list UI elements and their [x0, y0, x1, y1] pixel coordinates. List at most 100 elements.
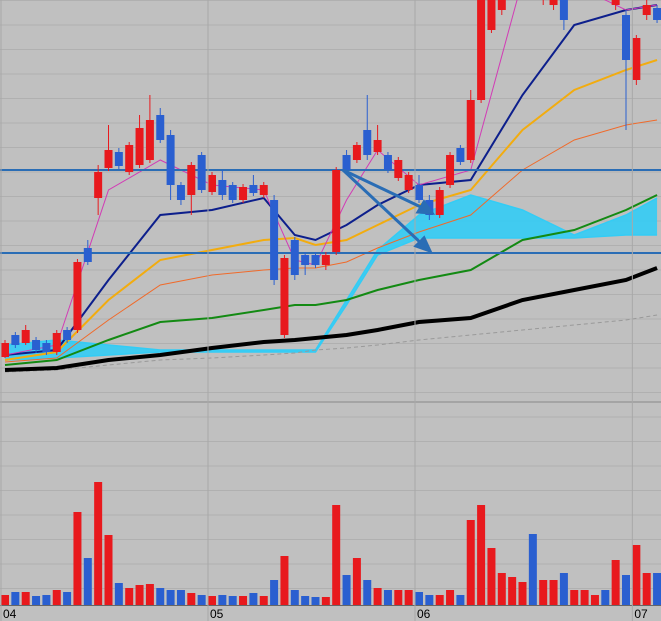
- volume-bar: [352, 558, 361, 605]
- volume-bar: [187, 593, 196, 605]
- moving-average: [4, 314, 658, 373]
- candle-body: [208, 175, 216, 192]
- volume-bar: [549, 580, 558, 605]
- candle-body: [156, 115, 165, 140]
- volume-bar: [145, 584, 154, 605]
- volume-bar: [570, 590, 579, 605]
- candle-body: [342, 155, 351, 170]
- candle-body: [114, 152, 123, 166]
- volume-bar: [508, 577, 517, 605]
- volume-bar: [539, 580, 548, 605]
- volume-bar: [290, 590, 299, 605]
- candle-body: [394, 160, 403, 178]
- cloud-span: [4, 194, 658, 351]
- volume-bar: [580, 590, 589, 605]
- volume-bar: [52, 590, 61, 605]
- candle-body: [42, 343, 51, 352]
- volume-bar: [373, 588, 382, 605]
- candle-body: [559, 0, 568, 20]
- candle-body: [487, 0, 496, 30]
- volume-bar: [114, 583, 123, 605]
- volume-bar: [342, 575, 351, 605]
- annotation-arrows: [341, 168, 436, 254]
- candle-body: [176, 185, 185, 200]
- candle-body: [1, 343, 9, 357]
- volume-bar: [446, 590, 455, 605]
- volume-panel: [1, 482, 661, 605]
- candle-body: [363, 130, 372, 155]
- volume-bar: [249, 593, 258, 605]
- volume-bar: [332, 505, 341, 605]
- volume-bar: [590, 595, 599, 605]
- volume-bar: [218, 595, 227, 605]
- candle-body: [94, 172, 103, 198]
- volume-bar: [477, 505, 486, 605]
- candle-body: [290, 240, 299, 275]
- volume-bar: [208, 596, 216, 605]
- volume-bar: [601, 590, 610, 605]
- volume-bar: [301, 596, 310, 605]
- volume-bar: [156, 588, 165, 605]
- candle-body: [497, 0, 506, 10]
- volume-bar: [280, 556, 289, 605]
- candle-body: [125, 145, 134, 172]
- volume-bar: [166, 590, 175, 605]
- candle-body: [259, 185, 268, 195]
- volume-bar: [456, 595, 465, 605]
- candle-body: [435, 190, 444, 215]
- volume-bar: [239, 596, 248, 605]
- candle-body: [249, 185, 258, 193]
- volume-bar: [518, 582, 527, 605]
- candle-body: [73, 262, 82, 330]
- candle-body: [104, 150, 113, 168]
- moving-average: [4, 59, 658, 361]
- candle-body: [456, 148, 465, 162]
- candle-body: [145, 120, 154, 160]
- x-tick-label: 07: [634, 607, 648, 621]
- x-tick-label: 06: [417, 607, 431, 621]
- candle-body: [301, 255, 310, 265]
- candle-body: [632, 38, 641, 80]
- volume-bar: [497, 573, 506, 605]
- candle-body: [52, 333, 61, 352]
- volume-bar: [11, 592, 20, 605]
- volume-bar: [528, 534, 537, 605]
- candle-body: [197, 155, 206, 190]
- candle-body: [404, 175, 413, 190]
- volume-bar: [466, 520, 475, 605]
- candle-body: [415, 185, 423, 200]
- arrowhead: [413, 235, 433, 254]
- volume-bar: [642, 573, 651, 605]
- candle-body: [166, 135, 175, 185]
- moving-average: [4, 194, 658, 366]
- candle-body: [446, 155, 455, 185]
- volume-bar: [259, 596, 268, 605]
- volume-bar: [94, 482, 103, 605]
- candle-body: [239, 187, 248, 200]
- candle-body: [280, 258, 289, 335]
- cloud-span: [4, 234, 658, 361]
- candle-body: [549, 0, 558, 5]
- arrow: [342, 168, 426, 211]
- volume-bar: [197, 595, 206, 605]
- candle-body: [321, 255, 330, 265]
- volume-bar: [632, 545, 641, 605]
- volume-bar: [135, 585, 144, 605]
- candle-body: [83, 248, 92, 262]
- candle-body: [642, 5, 651, 15]
- volume-bar: [622, 575, 630, 605]
- volume-bar: [394, 590, 403, 605]
- volume-bar: [42, 595, 51, 605]
- candle-body: [21, 330, 30, 343]
- volume-bar: [311, 597, 320, 605]
- candle-body: [270, 200, 279, 280]
- candle-body: [352, 145, 361, 160]
- candle-body: [332, 170, 341, 252]
- candle-body: [218, 180, 227, 195]
- cloud-fill: [5, 195, 658, 360]
- volume-bar: [559, 573, 568, 605]
- volume-bar: [653, 573, 661, 605]
